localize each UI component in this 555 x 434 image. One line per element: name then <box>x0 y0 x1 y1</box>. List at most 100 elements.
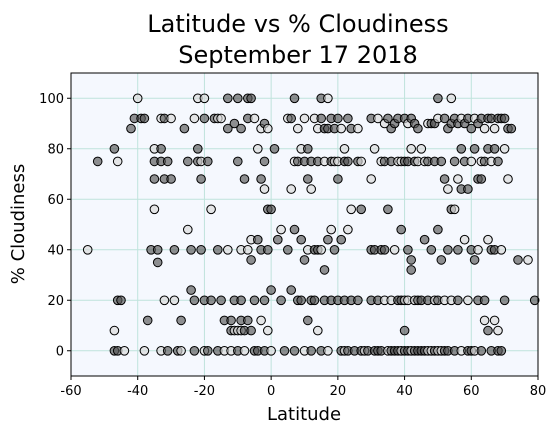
data-point <box>196 245 206 255</box>
data-point <box>299 255 310 265</box>
data-point <box>443 245 453 255</box>
data-point <box>459 234 470 245</box>
data-point <box>223 93 233 104</box>
x-axis-label: Latitude <box>267 404 341 425</box>
data-point <box>473 245 483 255</box>
data-point <box>159 295 170 306</box>
data-point <box>263 245 273 255</box>
data-point <box>286 113 297 124</box>
y-axis-ticks: 0 20 40 60 80 100 <box>39 92 71 359</box>
plot-frame <box>70 72 539 377</box>
data-point <box>266 204 276 215</box>
data-point <box>169 295 180 306</box>
data-point <box>256 315 266 326</box>
data-point <box>406 144 417 154</box>
data-point <box>489 315 500 326</box>
data-point <box>206 295 216 306</box>
y-tick-label: 100 <box>39 92 64 107</box>
data-point <box>466 156 477 167</box>
data-point <box>316 245 327 255</box>
data-point <box>469 255 480 265</box>
data-point <box>286 285 297 295</box>
data-point <box>92 156 103 167</box>
data-point <box>213 245 223 255</box>
data-point <box>236 295 246 306</box>
y-axis-label: % Cloudiness <box>8 164 29 284</box>
data-point <box>389 245 400 255</box>
data-point <box>239 346 250 356</box>
data-point <box>383 113 393 124</box>
y-tick-label: 20 <box>47 294 64 309</box>
data-point <box>323 346 333 356</box>
data-point <box>112 156 123 167</box>
data-point <box>166 113 176 124</box>
data-point <box>503 174 513 184</box>
data-point <box>439 113 450 124</box>
data-point <box>139 346 150 356</box>
data-point <box>109 144 120 154</box>
y-tick-label: 40 <box>47 243 64 258</box>
data-point <box>203 346 213 356</box>
y-tick-label: 0 <box>56 344 64 359</box>
data-point <box>496 346 507 356</box>
data-point <box>323 93 333 104</box>
data-point <box>343 113 353 124</box>
data-point <box>303 315 313 326</box>
data-point <box>193 144 203 154</box>
data-point <box>199 93 210 104</box>
data-point <box>493 156 503 167</box>
data-point <box>239 174 250 184</box>
data-point <box>436 156 447 167</box>
data-point <box>489 144 500 154</box>
data-point <box>223 245 233 255</box>
data-point <box>466 123 477 134</box>
data-point <box>276 224 286 235</box>
data-point <box>453 295 463 306</box>
data-point <box>156 144 166 154</box>
data-point <box>243 245 253 255</box>
data-point <box>203 156 213 167</box>
data-point <box>449 156 460 167</box>
x-tick-label: 80 <box>530 384 547 399</box>
data-point <box>419 234 430 245</box>
data-point <box>406 255 417 265</box>
data-point <box>109 325 120 336</box>
data-point <box>353 123 363 134</box>
data-point <box>229 118 240 129</box>
data-point <box>483 234 493 245</box>
data-point <box>176 346 186 356</box>
data-point <box>379 245 390 255</box>
data-point <box>263 123 273 134</box>
data-point <box>453 245 463 255</box>
data-point <box>162 346 173 356</box>
data-point <box>132 93 143 104</box>
data-point <box>456 144 467 154</box>
data-point <box>139 113 150 124</box>
x-tick-label: 0 <box>267 384 275 399</box>
data-point <box>343 156 353 167</box>
data-point <box>226 315 236 326</box>
data-point <box>499 295 510 306</box>
data-point <box>406 265 417 275</box>
data-point <box>436 255 447 265</box>
data-point <box>446 93 457 104</box>
data-point <box>293 123 303 134</box>
data-point <box>189 346 200 356</box>
data-point <box>126 123 136 134</box>
data-point <box>356 204 367 215</box>
data-point <box>529 295 540 306</box>
data-point <box>353 295 363 306</box>
data-point <box>206 204 216 215</box>
data-point <box>162 156 173 167</box>
data-point <box>246 325 256 336</box>
data-point <box>493 325 503 336</box>
x-tick-label: 40 <box>396 384 413 399</box>
data-point <box>333 113 343 124</box>
data-point <box>216 113 226 124</box>
data-point <box>339 144 350 154</box>
data-point <box>152 257 163 268</box>
data-point <box>263 325 273 336</box>
data-point <box>426 245 437 255</box>
data-point <box>186 245 196 255</box>
